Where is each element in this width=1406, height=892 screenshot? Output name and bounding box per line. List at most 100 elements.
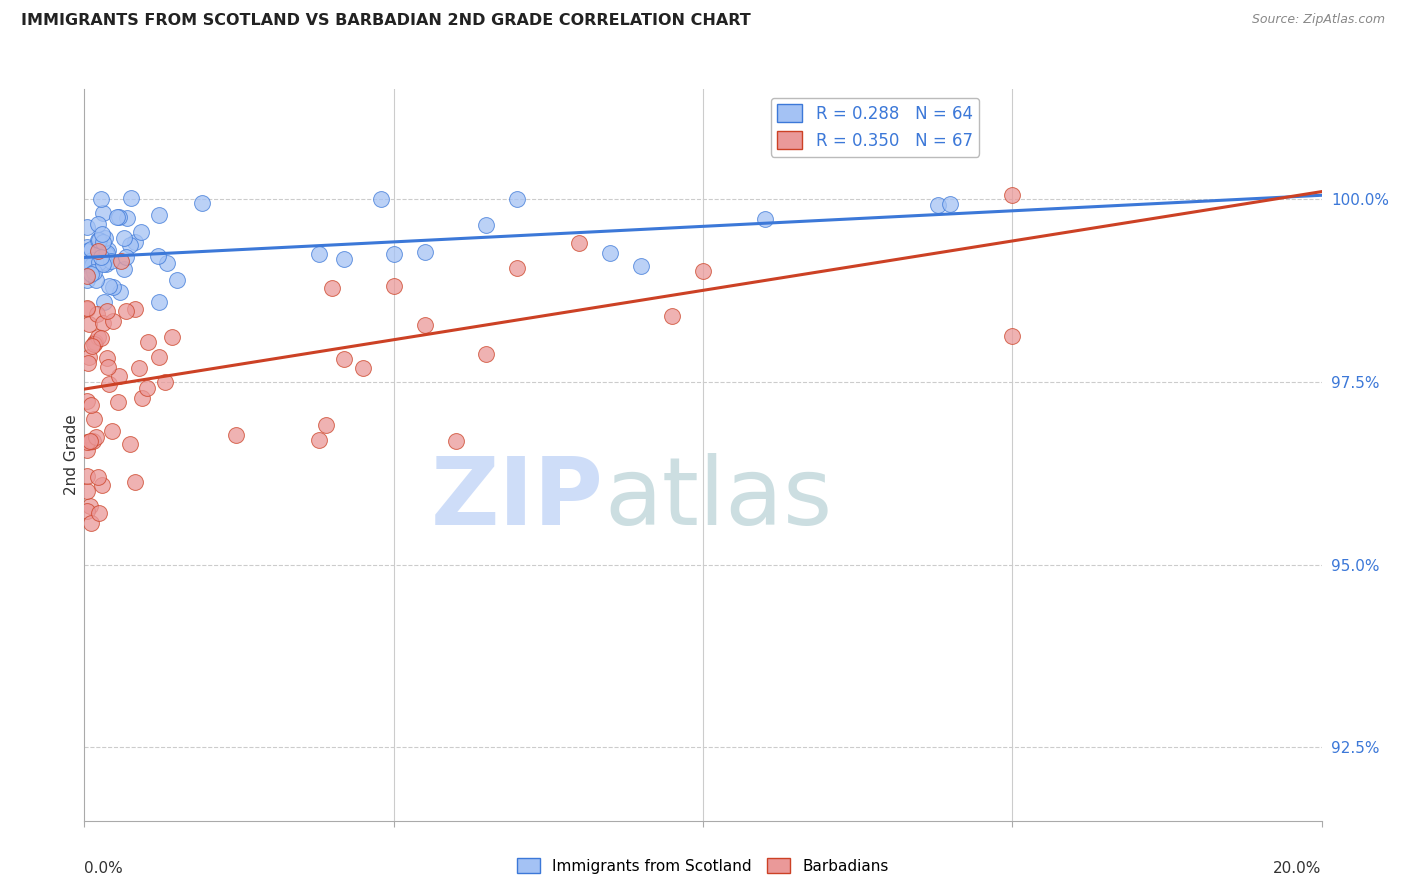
- Legend: Immigrants from Scotland, Barbadians: Immigrants from Scotland, Barbadians: [512, 852, 894, 880]
- Point: [308, 247, 330, 261]
- Point: [96, 303, 118, 318]
- Point: [120, 190, 142, 204]
- Point: [444, 434, 467, 448]
- Point: [76, 435, 98, 450]
- Point: [352, 361, 374, 376]
- Point: [108, 285, 131, 300]
- Point: [1001, 329, 1024, 343]
- Point: [76, 219, 98, 234]
- Point: [124, 475, 146, 489]
- Point: [112, 261, 135, 276]
- Point: [94, 246, 117, 260]
- Point: [87, 470, 110, 484]
- Point: [136, 334, 159, 349]
- Point: [128, 360, 150, 375]
- Point: [124, 301, 146, 316]
- Point: [661, 309, 683, 323]
- Point: [101, 424, 124, 438]
- Text: Source: ZipAtlas.com: Source: ZipAtlas.com: [1251, 13, 1385, 27]
- Point: [91, 316, 114, 330]
- Point: [87, 330, 110, 344]
- Point: [83, 265, 105, 279]
- Point: [93, 255, 115, 269]
- Legend: R = 0.288   N = 64, R = 0.350   N = 67: R = 0.288 N = 64, R = 0.350 N = 67: [770, 97, 979, 156]
- Point: [107, 211, 129, 225]
- Point: [82, 258, 104, 272]
- Point: [76, 442, 98, 457]
- Point: [475, 347, 498, 361]
- Point: [90, 227, 112, 242]
- Text: IMMIGRANTS FROM SCOTLAND VS BARBADIAN 2ND GRADE CORRELATION CHART: IMMIGRANTS FROM SCOTLAND VS BARBADIAN 2N…: [21, 13, 751, 29]
- Point: [79, 500, 101, 514]
- Point: [90, 250, 112, 264]
- Point: [91, 257, 114, 271]
- Point: [97, 360, 120, 375]
- Point: [87, 233, 110, 247]
- Point: [100, 254, 122, 268]
- Point: [153, 375, 176, 389]
- Point: [333, 252, 356, 266]
- Point: [79, 435, 101, 450]
- Point: [382, 279, 405, 293]
- Point: [87, 254, 110, 268]
- Point: [148, 295, 170, 310]
- Point: [76, 273, 98, 287]
- Point: [97, 279, 120, 293]
- Point: [83, 334, 105, 349]
- Point: [79, 317, 101, 331]
- Point: [76, 484, 98, 499]
- Point: [308, 433, 330, 447]
- Point: [84, 429, 107, 443]
- Point: [83, 412, 105, 426]
- Point: [315, 418, 337, 433]
- Point: [927, 198, 949, 212]
- Point: [83, 260, 105, 274]
- Point: [413, 318, 436, 332]
- Point: [568, 236, 591, 251]
- Point: [382, 247, 405, 261]
- Point: [148, 208, 170, 222]
- Point: [1001, 188, 1024, 202]
- Point: [115, 250, 138, 264]
- Point: [82, 434, 104, 449]
- Point: [156, 256, 179, 270]
- Text: ZIP: ZIP: [432, 453, 605, 545]
- Point: [90, 331, 112, 345]
- Point: [333, 351, 356, 366]
- Point: [148, 351, 170, 365]
- Point: [506, 261, 529, 276]
- Point: [135, 381, 157, 395]
- Point: [76, 301, 98, 316]
- Point: [87, 506, 110, 520]
- Point: [108, 368, 131, 383]
- Point: [191, 195, 214, 210]
- Point: [86, 307, 108, 321]
- Point: [118, 436, 141, 450]
- Point: [87, 217, 110, 231]
- Point: [76, 302, 98, 317]
- Point: [80, 242, 103, 256]
- Point: [77, 356, 100, 370]
- Point: [321, 281, 343, 295]
- Point: [96, 246, 118, 260]
- Point: [96, 351, 118, 366]
- Point: [94, 230, 117, 244]
- Point: [118, 237, 141, 252]
- Point: [76, 468, 98, 483]
- Point: [76, 244, 98, 258]
- Point: [76, 503, 98, 517]
- Point: [103, 314, 125, 328]
- Point: [117, 211, 139, 226]
- Point: [76, 268, 98, 283]
- Point: [84, 273, 107, 287]
- Point: [506, 192, 529, 206]
- Point: [370, 192, 392, 206]
- Point: [112, 231, 135, 245]
- Point: [80, 516, 103, 531]
- Point: [80, 252, 103, 267]
- Point: [160, 330, 183, 344]
- Point: [79, 434, 101, 449]
- Point: [91, 243, 114, 257]
- Point: [91, 206, 114, 220]
- Point: [166, 273, 188, 287]
